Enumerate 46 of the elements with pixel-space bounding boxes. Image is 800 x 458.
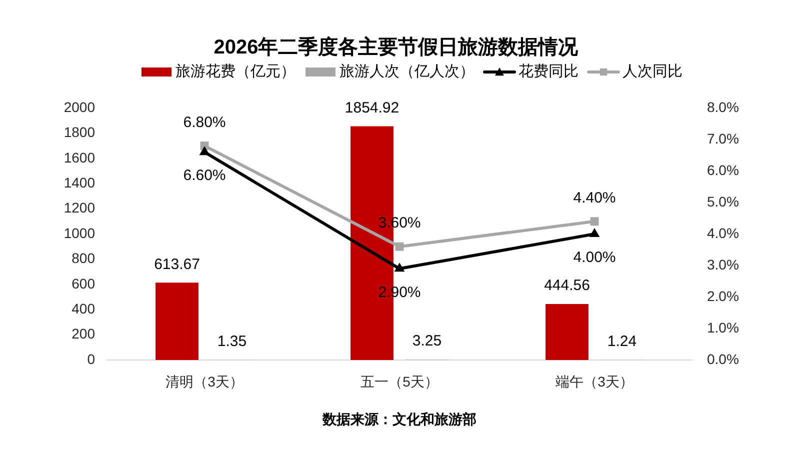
data-label: 1.35 bbox=[217, 332, 247, 350]
data-label: 4.00% bbox=[573, 249, 616, 266]
y-tick-label: 1200 bbox=[64, 200, 96, 216]
y2-tick-label: 1.0% bbox=[707, 319, 739, 336]
point bbox=[395, 242, 404, 251]
y-tick-label: 1800 bbox=[64, 124, 96, 140]
data-label: 444.56 bbox=[544, 277, 590, 294]
point bbox=[394, 262, 405, 272]
y-tick-label: 1400 bbox=[64, 174, 96, 190]
bar bbox=[156, 282, 198, 360]
y2-tick-label: 2.0% bbox=[707, 288, 739, 304]
y-tick-label: 1600 bbox=[64, 149, 96, 166]
legend-label: 花费同比 bbox=[518, 63, 578, 80]
data-label: 1.24 bbox=[607, 332, 637, 350]
chart-title: 2026年二季度各主要节假日旅游数据情况 bbox=[214, 36, 580, 59]
bar bbox=[546, 304, 588, 360]
data-label: 1854.92 bbox=[344, 99, 400, 116]
source-note: 数据来源：文化和旅游部 bbox=[322, 410, 476, 427]
legend-label: 旅游人次（亿人次） bbox=[340, 63, 474, 80]
point bbox=[199, 146, 210, 156]
legend-label: 人次同比 bbox=[622, 63, 682, 80]
x-tick-label: 端午（3天） bbox=[556, 373, 634, 390]
y-tick-label: 800 bbox=[72, 250, 96, 266]
data-label: 6.60% bbox=[183, 167, 226, 184]
data-label: 6.80% bbox=[183, 114, 226, 131]
point bbox=[589, 228, 600, 237]
legend-label: 旅游花费（亿元） bbox=[176, 63, 296, 80]
y-tick-label: 1000 bbox=[64, 224, 96, 241]
y-tick-label: 600 bbox=[72, 275, 96, 292]
y2-tick-label: 5.0% bbox=[707, 193, 739, 210]
y-tick-label: 0 bbox=[87, 350, 96, 367]
y2-tick-label: 6.0% bbox=[707, 162, 739, 178]
y2-tick-label: 0.0% bbox=[707, 350, 739, 367]
point bbox=[590, 217, 599, 226]
y-tick-label: 200 bbox=[72, 326, 96, 342]
y2-tick-label: 7.0% bbox=[707, 130, 739, 146]
y-tick-label: 2000 bbox=[64, 98, 96, 115]
y2-tick-label: 3.0% bbox=[707, 256, 739, 272]
x-tick-label: 清明（3天） bbox=[166, 373, 244, 390]
y-tick-label: 400 bbox=[72, 300, 96, 316]
y2-tick-label: 8.0% bbox=[707, 98, 739, 115]
x-tick-label: 五一（5天） bbox=[360, 373, 438, 390]
data-label: 3.25 bbox=[412, 332, 442, 350]
data-label: 613.67 bbox=[154, 256, 200, 273]
data-label: 4.40% bbox=[573, 190, 616, 207]
y2-tick-label: 4.0% bbox=[707, 224, 739, 241]
